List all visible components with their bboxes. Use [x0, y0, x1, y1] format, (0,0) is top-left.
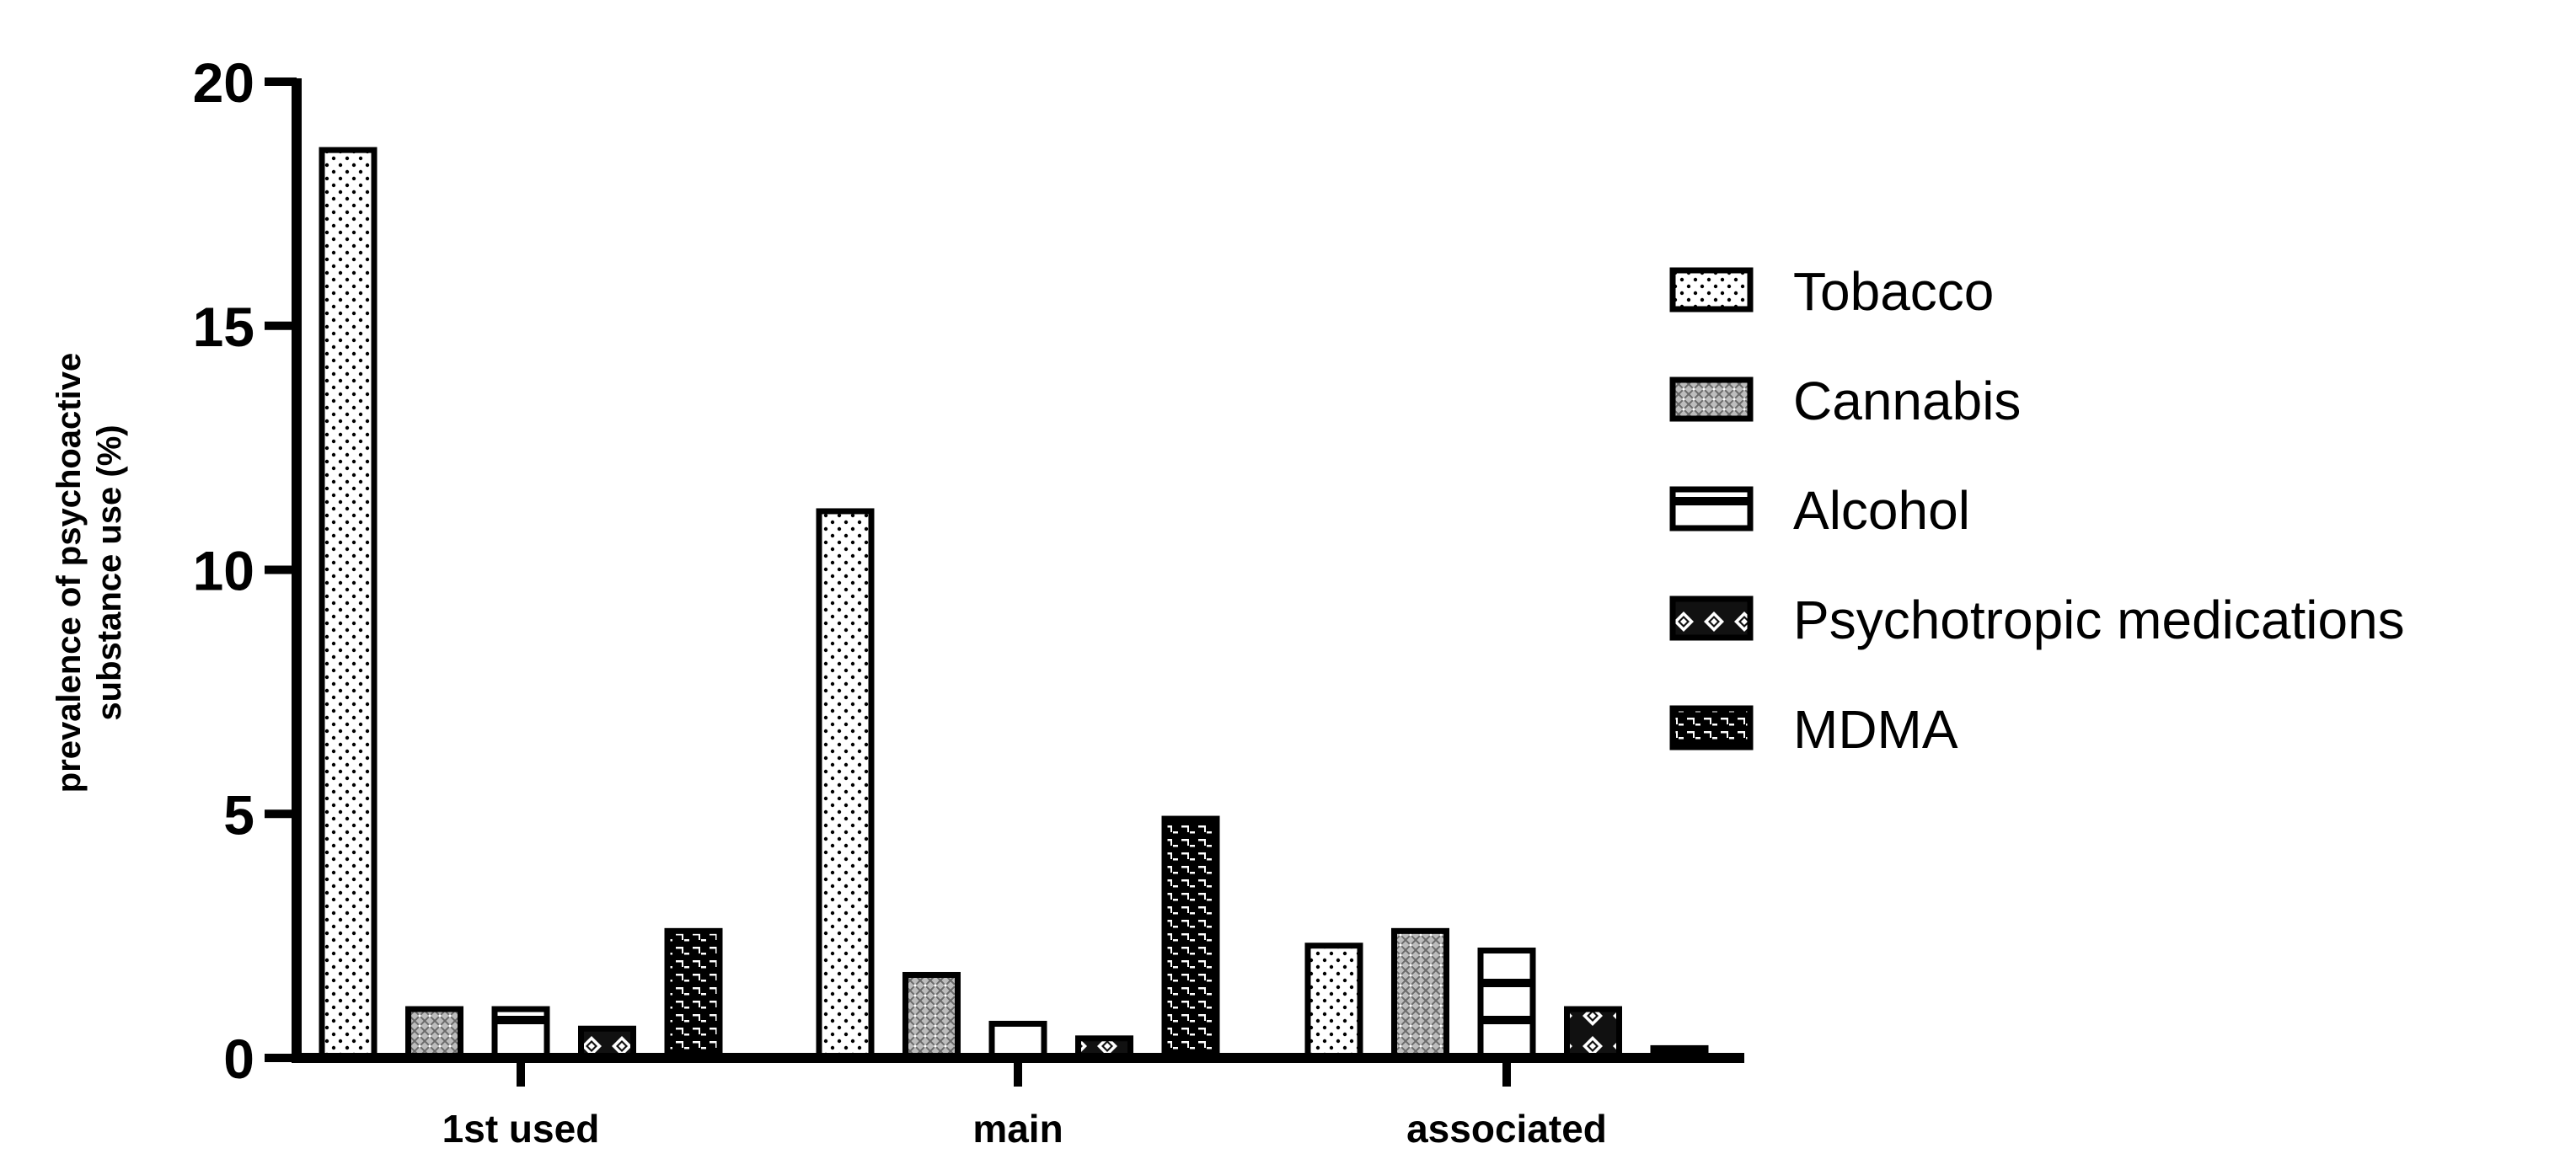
- bar-psychotropic-medications-associated: [1564, 1006, 1622, 1061]
- legend-swatch-tobacco: [1669, 267, 1754, 312]
- bar-cannabis-associated: [1391, 927, 1449, 1061]
- bar-mdma-1st-used: [664, 927, 723, 1061]
- bar-cannabis-main: [902, 971, 961, 1061]
- bars-group: [319, 147, 1709, 1061]
- y-tick-label-5: 5: [223, 783, 254, 846]
- legend-label-tobacco: Tobacco: [1793, 261, 1994, 322]
- axes-group: 0 5 10 15 20 1st used main associated: [193, 51, 1744, 1151]
- y-axis-title-line-1: prevalence of psychoactive: [51, 353, 88, 793]
- legend-swatch-mdma: [1669, 705, 1754, 750]
- legend-swatch-psychotropic-medications: [1669, 596, 1754, 641]
- bar-alcohol-main: [988, 1020, 1047, 1061]
- bar-alcohol-associated: [1477, 948, 1536, 1061]
- bar-mdma-main: [1161, 815, 1220, 1061]
- y-tick-label-20: 20: [193, 51, 254, 114]
- bar-tobacco-main: [816, 508, 875, 1061]
- x-tick-label-associated: associated: [1406, 1107, 1607, 1151]
- legend-label-cannabis: Cannabis: [1793, 371, 2021, 431]
- bar-alcohol-1st-used: [491, 1006, 550, 1061]
- bar-cannabis-1st-used: [405, 1006, 463, 1061]
- legend: Tobacco Cannabis Alcohol Psychotropic medic…: [1669, 261, 2405, 760]
- y-tick-label-0: 0: [223, 1028, 254, 1090]
- legend-label-alcohol: Alcohol: [1793, 480, 1970, 541]
- x-tick-label-main: main: [972, 1107, 1063, 1151]
- bar-tobacco-1st-used: [319, 147, 378, 1061]
- legend-swatch-alcohol: [1669, 486, 1754, 531]
- x-tick-label-1st-used: 1st used: [442, 1107, 600, 1151]
- y-tick-label-15: 15: [193, 296, 254, 358]
- y-axis-title: prevalence of psychoactive substance use…: [51, 353, 128, 793]
- y-tick-label-10: 10: [193, 540, 254, 602]
- bar-tobacco-associated: [1304, 943, 1363, 1061]
- legend-swatch-cannabis: [1669, 377, 1754, 422]
- legend-label-psychotropic-medications: Psychotropic medications: [1793, 590, 2405, 650]
- y-axis-title-line-2: substance use (%): [91, 425, 128, 720]
- legend-label-mdma: MDMA: [1793, 699, 1958, 760]
